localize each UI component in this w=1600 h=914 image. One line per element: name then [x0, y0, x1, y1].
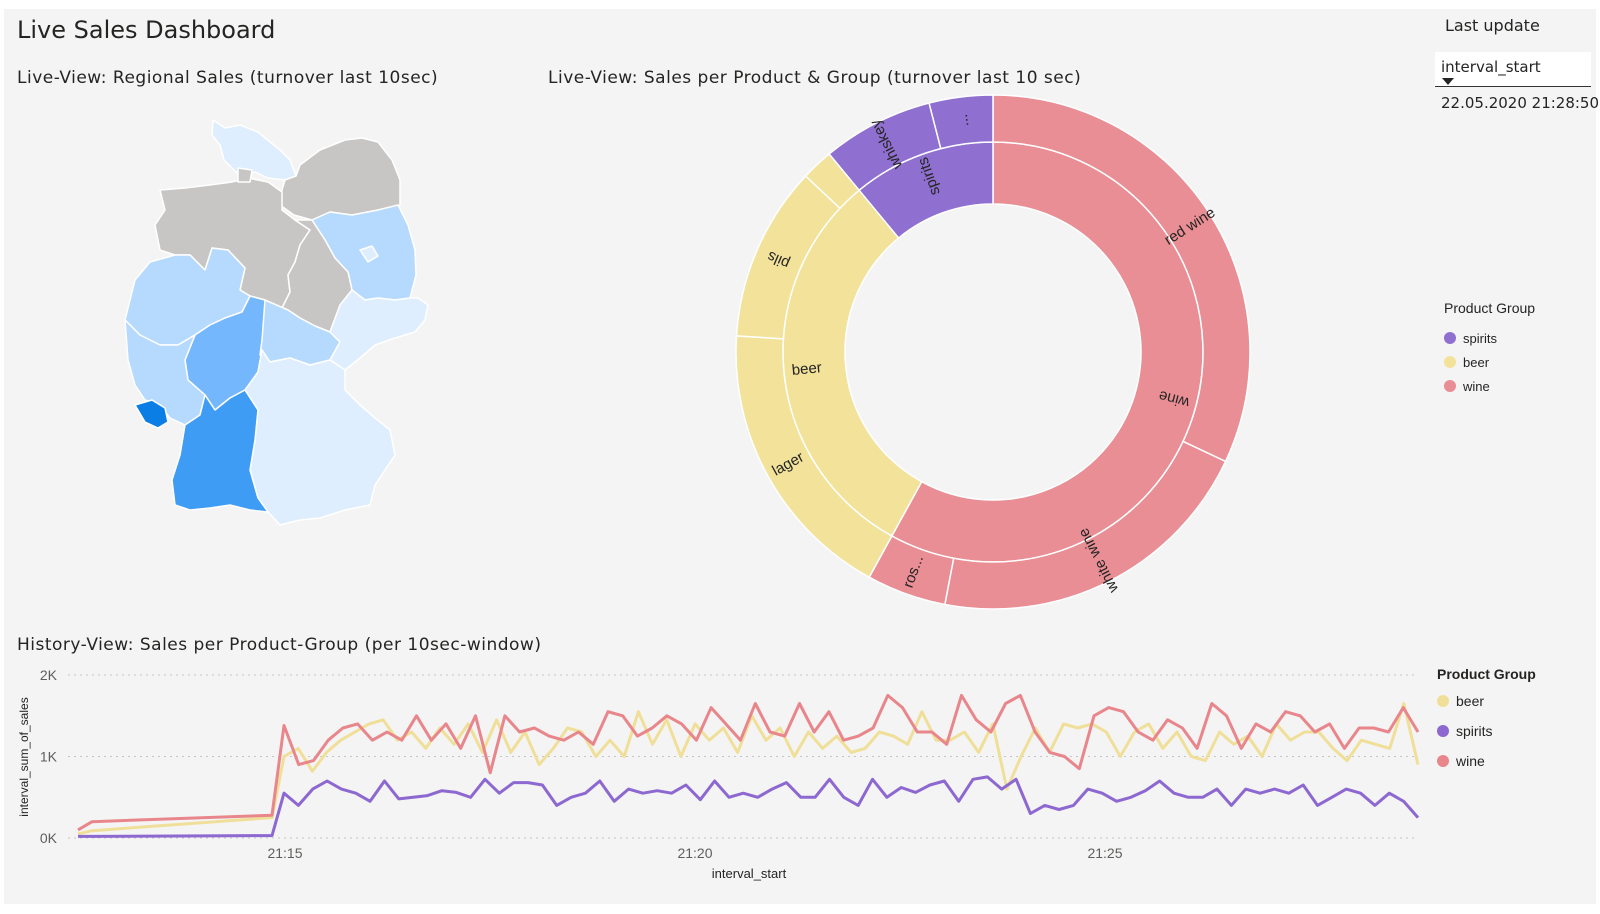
history-legend-item-spirits[interactable]: spirits: [1437, 716, 1536, 746]
legend-dot-wine: [1444, 380, 1456, 392]
sunburst-legend: Product Group spirits beer wine: [1444, 300, 1535, 398]
history-legend-title: Product Group: [1437, 666, 1536, 682]
legend-label-beer: beer: [1463, 354, 1490, 370]
x-tick-21:25: 21:25: [1087, 845, 1122, 861]
history-visual-title: History-View: Sales per Product-Group (p…: [17, 635, 542, 655]
map-region-mecklenburg: [279, 137, 401, 221]
map-visual-title: Live-View: Regional Sales (turnover last…: [17, 68, 439, 88]
series-line-wine[interactable]: [77, 693, 1420, 832]
legend-item-wine[interactable]: wine: [1444, 374, 1535, 398]
sunburst-legend-title: Product Group: [1444, 300, 1536, 316]
sunburst-outer-label-7: ...: [954, 113, 972, 128]
y-tick-1K: 1K: [40, 749, 58, 765]
chevron-down-icon[interactable]: [1442, 78, 1454, 85]
sunburst-inner-label-beer: beer: [791, 359, 822, 379]
legend-item-spirits[interactable]: spirits: [1444, 326, 1535, 350]
map-region-hamburg: [237, 167, 253, 183]
legend-item-beer[interactable]: beer: [1444, 350, 1535, 374]
map-region-berlin: [359, 245, 379, 263]
sunburst-outer-7[interactable]: [928, 94, 994, 150]
dashboard-title: Live Sales Dashboard: [17, 16, 276, 44]
history-legend-label-wine: wine: [1456, 753, 1485, 769]
legend-label-wine: wine: [1463, 378, 1490, 394]
last-update-value: 22.05.2020 21:28:50: [1441, 94, 1600, 112]
interval-start-slicer[interactable]: interval_start: [1435, 52, 1591, 87]
history-legend-dot-wine: [1437, 755, 1449, 767]
history-legend-dot-beer: [1437, 695, 1449, 707]
last-update-title: Last update: [1445, 16, 1540, 35]
x-tick-21:15: 21:15: [267, 845, 302, 861]
sunburst-visual-title: Live-View: Sales per Product & Group (tu…: [548, 68, 1082, 88]
history-legend-item-wine[interactable]: wine: [1437, 746, 1536, 776]
history-legend-dot-spirits: [1437, 725, 1449, 737]
series-line-spirits[interactable]: [78, 775, 1420, 838]
history-legend-label-spirits: spirits: [1456, 723, 1493, 739]
history-legend-item-beer[interactable]: beer: [1437, 686, 1536, 716]
y-tick-2K: 2K: [40, 667, 58, 683]
slicer-label: interval_start: [1441, 58, 1541, 76]
map-region-saarland: [134, 399, 169, 429]
map-region-baden-wuerttemberg: [171, 389, 269, 513]
x-tick-21:20: 21:20: [677, 845, 712, 861]
history-legend: Product Group beer spirits wine: [1437, 666, 1536, 776]
legend-label-spirits: spirits: [1463, 330, 1497, 346]
y-axis-label: interval_sum_of_sales: [17, 697, 31, 816]
history-legend-label-beer: beer: [1456, 693, 1485, 709]
map-region-saxony: [329, 289, 429, 371]
y-tick-0K: 0K: [40, 830, 58, 846]
legend-dot-beer: [1444, 356, 1456, 368]
x-axis-label: interval_start: [712, 866, 787, 881]
legend-dot-spirits: [1444, 332, 1456, 344]
